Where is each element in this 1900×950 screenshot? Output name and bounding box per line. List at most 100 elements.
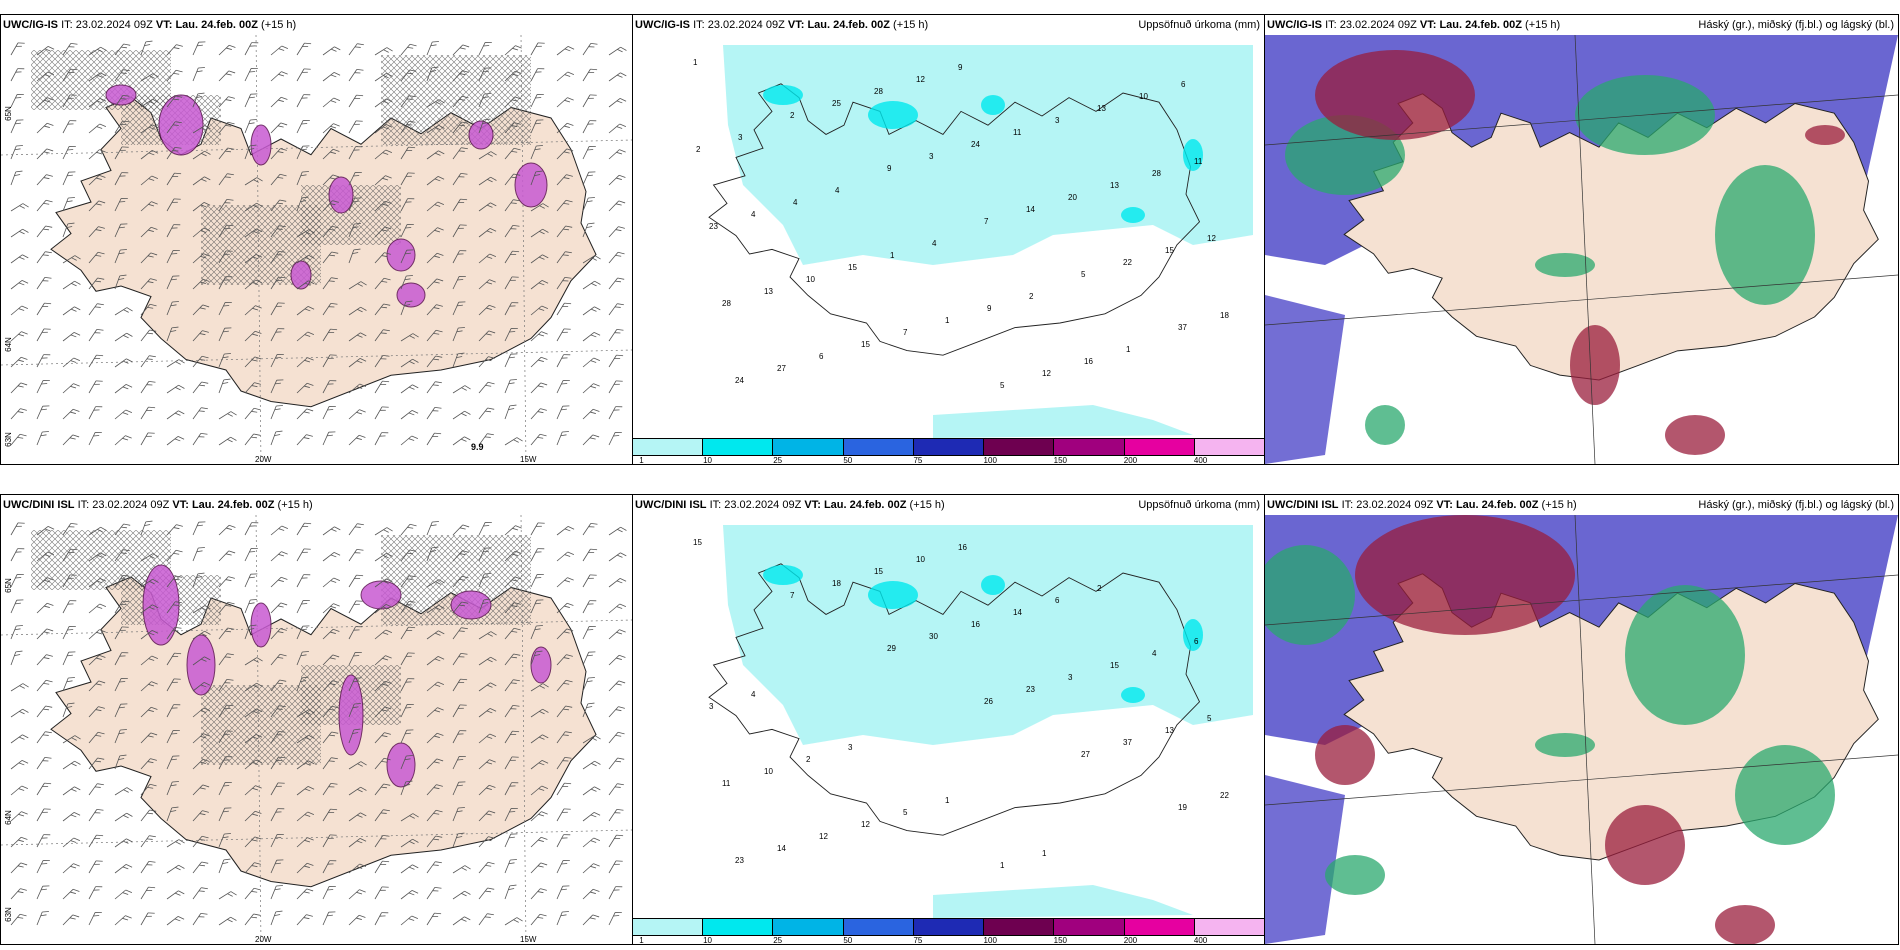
barb-staff bbox=[400, 652, 409, 666]
wind-barb bbox=[530, 42, 545, 56]
barb-flag bbox=[434, 886, 442, 889]
barb-flag bbox=[565, 705, 573, 708]
barb-flag bbox=[96, 580, 103, 584]
barb-flag bbox=[255, 785, 262, 789]
colorbar-tick: 100 bbox=[983, 456, 997, 465]
barb-staff bbox=[62, 306, 75, 316]
wind-barb bbox=[452, 147, 468, 160]
barb-staff bbox=[166, 864, 179, 874]
barb-staff bbox=[10, 548, 18, 562]
wind-barb bbox=[140, 150, 159, 160]
barb-staff bbox=[296, 548, 305, 562]
precip-value: 22 bbox=[1220, 791, 1229, 800]
barb-flag bbox=[67, 577, 74, 579]
barb-flag bbox=[487, 153, 493, 157]
barb-staff bbox=[88, 303, 98, 316]
barb-staff bbox=[36, 380, 44, 394]
barb-staff bbox=[166, 250, 174, 264]
barb-flag bbox=[564, 554, 571, 557]
barb-flag bbox=[619, 98, 627, 102]
wind-barb bbox=[192, 758, 210, 770]
barb-flag bbox=[487, 913, 494, 916]
barb-staff bbox=[400, 781, 407, 796]
wind-barb bbox=[478, 598, 491, 614]
barb-staff bbox=[426, 630, 439, 640]
wind-barb bbox=[62, 760, 81, 770]
barb-flag bbox=[408, 918, 415, 921]
barb-staff bbox=[426, 176, 439, 186]
barb-staff bbox=[400, 44, 411, 56]
barb-staff bbox=[608, 174, 620, 186]
barb-flag bbox=[171, 201, 178, 203]
precip-patch bbox=[1121, 687, 1145, 703]
barb-staff bbox=[218, 808, 226, 822]
wind-barb bbox=[478, 521, 492, 536]
barb-flag bbox=[535, 71, 542, 73]
wind-barb bbox=[114, 384, 133, 394]
barb-flag bbox=[563, 151, 570, 154]
wind-barb bbox=[322, 757, 338, 770]
colorbar-tick: 100 bbox=[983, 936, 997, 945]
wind-barb bbox=[348, 197, 362, 212]
barb-staff bbox=[244, 177, 258, 186]
graticule-line bbox=[1265, 754, 1898, 806]
wind-barb bbox=[582, 600, 597, 614]
barb-flag bbox=[566, 602, 574, 606]
barb-flag bbox=[22, 254, 29, 259]
barb-flag bbox=[594, 280, 601, 285]
barb-staff bbox=[114, 224, 122, 238]
wind-barb bbox=[114, 812, 133, 822]
barb-flag bbox=[41, 331, 48, 333]
wind-barb bbox=[140, 432, 155, 446]
wind-barb bbox=[452, 436, 471, 446]
barb-staff bbox=[582, 735, 596, 744]
precip-patch bbox=[1183, 619, 1203, 651]
barb-flag bbox=[228, 70, 236, 74]
barb-staff bbox=[270, 808, 278, 822]
barb-staff bbox=[530, 600, 538, 614]
barb-flag bbox=[301, 628, 307, 631]
barb-staff bbox=[36, 654, 47, 666]
barb-staff bbox=[322, 251, 332, 264]
barb-flag bbox=[509, 404, 517, 407]
wind-barb bbox=[452, 865, 471, 874]
wind-barb bbox=[62, 434, 80, 446]
barb-flag bbox=[509, 811, 516, 813]
wind-barb bbox=[582, 548, 598, 562]
barb-staff bbox=[166, 436, 179, 446]
barb-staff bbox=[322, 808, 331, 822]
barb-flag bbox=[248, 122, 255, 125]
barb-flag bbox=[615, 683, 622, 686]
barb-flag bbox=[564, 74, 571, 77]
barb-flag bbox=[146, 864, 153, 866]
precip-value: 15 bbox=[874, 567, 883, 576]
barb-flag bbox=[561, 811, 568, 813]
barb-flag bbox=[119, 681, 126, 683]
barb-staff bbox=[582, 357, 594, 368]
lat-label: 64N bbox=[3, 337, 13, 352]
barb-flag bbox=[456, 810, 463, 813]
barb-staff bbox=[504, 276, 513, 290]
panel-title: Uppsöfnuð úrkoma (mm) bbox=[1138, 19, 1260, 31]
wind-barb bbox=[140, 175, 159, 186]
barb-flag bbox=[274, 434, 281, 436]
barb-flag bbox=[254, 330, 262, 334]
snow-blob bbox=[386, 742, 416, 788]
barb-staff bbox=[530, 228, 543, 238]
wind-barb bbox=[296, 599, 310, 614]
barb-staff bbox=[296, 254, 309, 264]
barb-flag bbox=[564, 605, 570, 608]
barb-flag bbox=[202, 784, 210, 788]
barb-staff bbox=[114, 729, 121, 744]
barb-flag bbox=[174, 438, 181, 442]
barb-flag bbox=[510, 859, 517, 861]
barb-flag bbox=[458, 630, 465, 632]
barb-staff bbox=[608, 860, 617, 874]
barb-staff bbox=[62, 574, 71, 588]
barb-flag bbox=[353, 680, 359, 683]
barb-staff bbox=[140, 226, 152, 238]
barb-flag bbox=[22, 228, 29, 233]
barb-flag bbox=[42, 405, 50, 407]
wind-barb bbox=[166, 301, 179, 316]
barb-staff bbox=[166, 224, 174, 238]
